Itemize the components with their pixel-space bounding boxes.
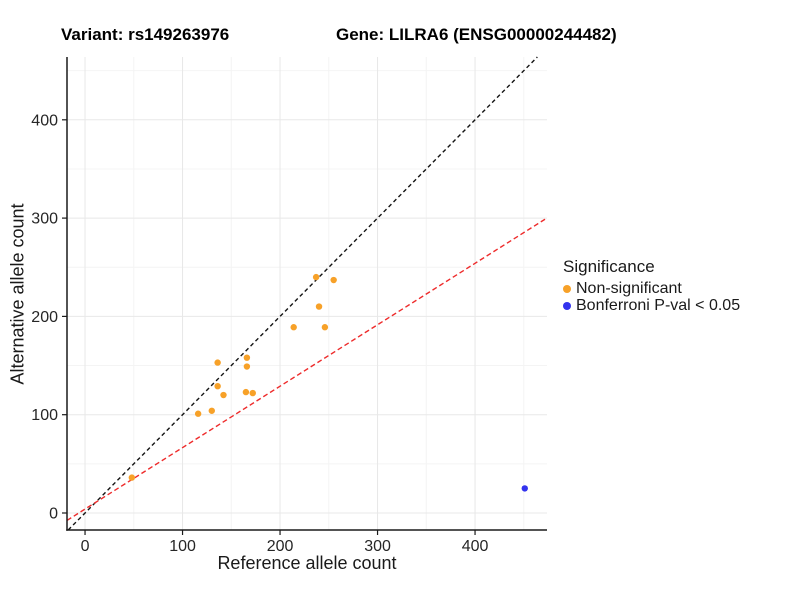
x-tick-label: 400 [462, 538, 489, 555]
x-tick-label: 100 [169, 538, 196, 555]
x-tick-label: 300 [364, 538, 391, 555]
data-point [194, 410, 202, 417]
plot-title-gene: Gene: LILRA6 (ENSG00000244482) [336, 25, 617, 44]
data-point [214, 359, 221, 366]
legend-title: Significance [563, 257, 655, 276]
x-tick-label: 200 [267, 538, 294, 555]
data-point [330, 276, 337, 284]
plot-title-variant: Variant: rs149263976 [61, 25, 230, 44]
y-tick-label: 200 [31, 309, 58, 326]
legend-dot-bonferroni-icon [563, 302, 571, 310]
data-point [208, 407, 215, 414]
legend-label-nonsignificant: Non-significant [576, 280, 682, 297]
data-point [220, 391, 227, 399]
data-point [242, 388, 250, 396]
x-axis-label: Reference allele count [217, 553, 397, 573]
data-point [312, 273, 320, 281]
y-tick-label: 0 [49, 505, 58, 522]
data-point [315, 303, 323, 310]
ratio-line [66, 217, 548, 522]
identity-line [67, 56, 538, 531]
legend-item-bonferroni: Bonferroni P-val < 0.05 [563, 297, 741, 314]
y-axis-label: Alternative allele count [7, 203, 27, 385]
legend-dot-nonsignificant-icon [563, 285, 571, 293]
y-tick-label: 300 [31, 211, 58, 228]
data-point [243, 363, 251, 370]
y-tick-label: 100 [31, 407, 58, 424]
legend-item-nonsignificant: Non-significant [563, 280, 740, 297]
data-point [321, 324, 329, 331]
data-point [290, 324, 297, 331]
data-point [521, 485, 528, 492]
legend-label-bonferroni: Bonferroni P-val < 0.05 [576, 297, 741, 314]
data-point [214, 382, 221, 390]
data-point [243, 354, 251, 361]
x-tick-label: 0 [81, 538, 90, 555]
data-point [128, 474, 136, 481]
legend: Significance Non-significant Bonferroni … [563, 257, 740, 315]
y-tick-label: 400 [31, 112, 58, 129]
data-point [249, 389, 256, 397]
